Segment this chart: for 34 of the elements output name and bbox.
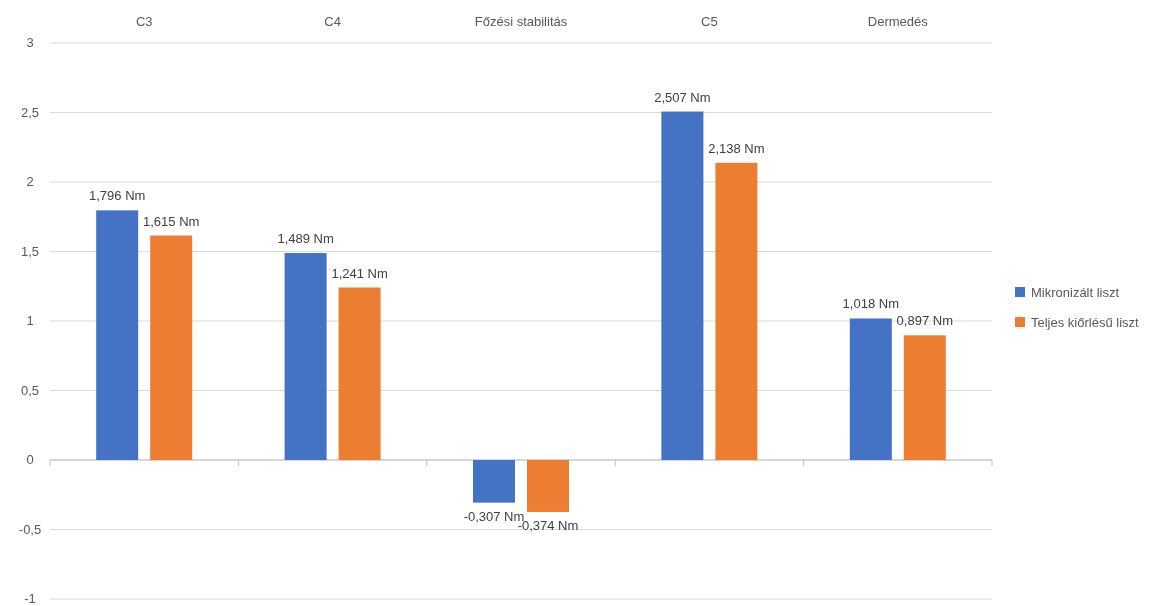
data-label: 2,138 Nm — [708, 140, 765, 156]
bar — [903, 335, 946, 460]
bar — [715, 162, 758, 460]
y-tick-label: -0,5 — [18, 521, 42, 537]
data-label: 1,796 Nm — [89, 188, 146, 204]
bar — [473, 460, 515, 503]
x-tick-label: Főzési stabilitás — [474, 14, 568, 29]
y-tick-label: 2 — [26, 174, 34, 189]
y-tick-label: 0,5 — [20, 382, 40, 398]
data-label: 0,897 Nm — [896, 313, 953, 329]
bar — [849, 318, 892, 460]
legend-label: Mikronizált liszt — [1031, 285, 1120, 300]
y-tick-label: 1 — [26, 313, 34, 328]
x-tick-label: Dermedés — [867, 14, 929, 29]
y-tick-label: 2,5 — [20, 104, 40, 120]
bar — [661, 111, 704, 460]
data-label: 1,018 Nm — [842, 296, 899, 312]
y-tick-label: 0 — [26, 452, 34, 467]
data-label: 2,507 Nm — [654, 89, 711, 105]
x-tick-label: C4 — [324, 14, 341, 29]
bar — [96, 210, 139, 460]
x-tick-label: C5 — [701, 14, 718, 29]
bar — [338, 287, 381, 460]
x-tick-label: C3 — [135, 14, 153, 29]
y-tick-label: -1 — [24, 591, 36, 606]
bar — [150, 235, 193, 460]
y-tick-label: 1,5 — [20, 243, 40, 259]
y-tick-label: 3 — [26, 35, 34, 50]
bar — [527, 460, 569, 512]
bar — [284, 253, 327, 460]
data-label: 1,241 Nm — [331, 265, 388, 281]
legend-label: Teljes kiőrlésű liszt — [1031, 315, 1140, 330]
data-label: 1,615 Nm — [143, 213, 200, 229]
data-label: 1,489 Nm — [277, 231, 334, 247]
